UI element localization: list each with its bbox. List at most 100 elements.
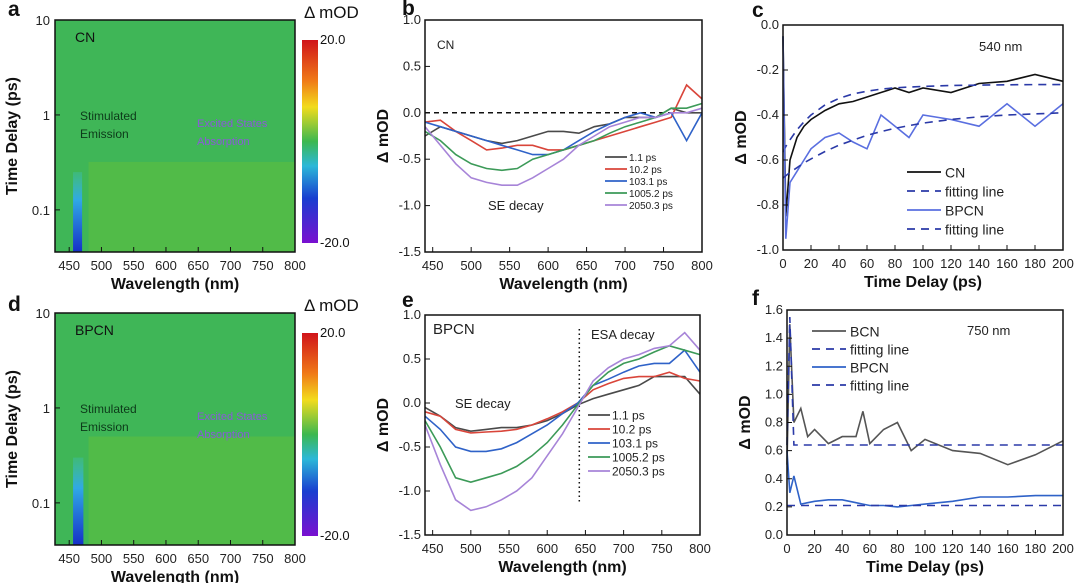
y-tick-label: 0.1: [32, 203, 50, 218]
y-axis-title: Time Delay (ps): [4, 370, 21, 488]
se-annotation: Stimulated: [80, 402, 137, 416]
plot-frame: [54, 19, 296, 253]
x-tick-label: 20: [807, 541, 821, 556]
series-line-3: [424, 344, 701, 484]
x-tick-label: 450: [58, 258, 80, 273]
esa-annotation: Absorption: [197, 429, 250, 441]
panel-f: f 0.0 0.2 0.4 0.6 0.8 1.0 1.2 1.4 1.6 BCN fitting l…: [737, 287, 1074, 576]
x-tick-label: 60: [863, 541, 877, 556]
series-line-4: [424, 107, 703, 186]
y-tick-label: -0.2: [757, 62, 779, 77]
plot-background: [787, 310, 1063, 535]
legend-label: BPCN: [850, 359, 889, 375]
y-axis-title: Δ mOD: [733, 110, 750, 164]
x-tick-label: 700: [220, 551, 242, 566]
x-axis-title: Wavelength (nm): [498, 559, 626, 576]
esa-decay-annotation: ESA decay: [591, 327, 655, 342]
sample-label: BPCN: [433, 321, 475, 338]
x-tick-label: 180: [1025, 541, 1047, 556]
x-tick-label: 200: [1052, 256, 1074, 271]
legend-label: BCN: [850, 323, 880, 339]
x-tick-label: 450: [422, 258, 444, 273]
panel-label: a: [8, 0, 20, 21]
legend-label: 10.2 ps: [629, 165, 662, 176]
legend-label: 103.1 ps: [629, 177, 667, 188]
y-tick-label: -1.0: [757, 242, 779, 257]
panel-label: b: [402, 0, 415, 20]
x-axis-title: Wavelength (nm): [111, 569, 239, 583]
series-line-2: [786, 450, 1063, 508]
legend-label: 1.1 ps: [612, 409, 645, 423]
x-tick-label: 60: [860, 256, 874, 271]
x-tick-label: 40: [835, 541, 849, 556]
x-tick-label: 500: [91, 258, 113, 273]
series-line-2: [424, 349, 701, 453]
x-tick-label: 120: [940, 256, 962, 271]
x-tick-label: 140: [969, 541, 991, 556]
legend-label: 10.2 ps: [612, 423, 651, 437]
series-line-1: [424, 371, 701, 434]
x-tick-label: 650: [187, 551, 209, 566]
heatmap-se-band: [73, 172, 83, 252]
se-annotation: Emission: [80, 127, 129, 141]
x-tick-label: 40: [832, 256, 846, 271]
heatmap-esa-region: [88, 161, 295, 252]
x-tick-label: 700: [613, 541, 635, 556]
esa-annotation: Absorption: [197, 136, 250, 148]
legend-label: 1.1 ps: [629, 153, 656, 164]
legend-label: 2050.3 ps: [612, 465, 665, 479]
series-line-0: [782, 36, 1064, 217]
sample-label: BPCN: [75, 322, 114, 338]
y-tick-label: 0.0: [761, 17, 779, 32]
x-tick-label: 550: [123, 551, 145, 566]
se-annotation: Emission: [80, 420, 129, 434]
y-tick-label: 0.5: [403, 351, 421, 366]
y-axis-title: Δ mOD: [375, 109, 392, 163]
x-tick-label: 450: [422, 541, 444, 556]
x-tick-label: 800: [284, 258, 306, 273]
y-tick-label: 1.6: [765, 302, 783, 317]
plot-frame: [54, 312, 296, 546]
x-tick-label: 160: [997, 541, 1019, 556]
y-tick-label: -1.5: [399, 244, 421, 259]
x-tick-label: 600: [155, 258, 177, 273]
colorbar-max-label: 20.0: [320, 325, 345, 340]
esa-annotation: Excited States: [197, 118, 268, 130]
x-axis-title: Time Delay (ps): [864, 274, 982, 291]
plot-frame: [424, 19, 703, 253]
legend-label: 2050.3 ps: [629, 201, 673, 212]
x-tick-label: 600: [536, 541, 558, 556]
y-tick-label: 1.0: [765, 386, 783, 401]
x-tick-label: 800: [691, 258, 713, 273]
panel-label: e: [402, 289, 414, 312]
legend-label: fitting line: [850, 377, 909, 393]
y-tick-label: 10: [36, 13, 50, 28]
x-tick-label: 750: [651, 541, 673, 556]
x-tick-label: 550: [499, 258, 521, 273]
y-tick-label: 1.0: [403, 12, 421, 27]
legend-label: fitting line: [945, 183, 1004, 199]
x-tick-label: 700: [614, 258, 636, 273]
x-tick-label: 550: [498, 541, 520, 556]
heatmap-se-band: [73, 457, 84, 545]
x-tick-label: 750: [252, 551, 274, 566]
y-tick-label: -0.6: [757, 152, 779, 167]
series-line-4: [424, 331, 701, 512]
panel-label: d: [8, 293, 21, 316]
legend-label: CN: [945, 164, 965, 180]
x-tick-label: 80: [888, 256, 902, 271]
esa-annotation: Excited States: [197, 411, 268, 423]
x-axis-title: Time Delay (ps): [866, 559, 984, 576]
legend-label: 1005.2 ps: [629, 189, 673, 200]
legend-label: BPCN: [945, 202, 984, 218]
y-tick-label: -1.0: [399, 198, 421, 213]
sample-label: CN: [437, 38, 454, 52]
y-tick-label: 1: [43, 108, 50, 123]
y-tick-label: 0.4: [765, 471, 783, 486]
se-decay-annotation: SE decay: [455, 396, 511, 411]
y-tick-label: -0.5: [399, 439, 421, 454]
y-tick-label: -0.5: [399, 151, 421, 166]
legend-label: 1005.2 ps: [612, 451, 665, 465]
